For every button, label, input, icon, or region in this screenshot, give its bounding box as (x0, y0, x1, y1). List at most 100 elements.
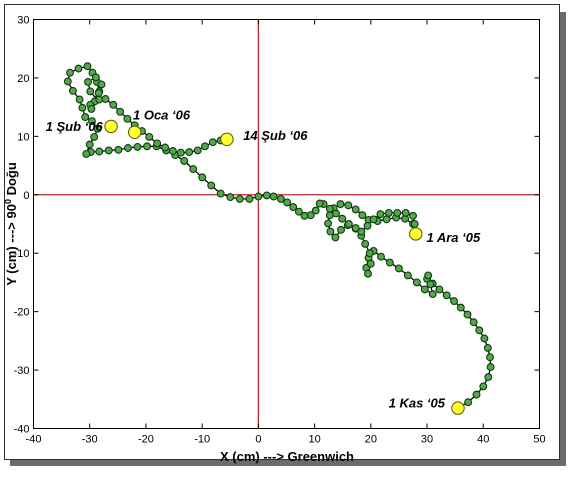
data-point (426, 280, 435, 289)
data-point (168, 147, 177, 155)
x-tick-label: -40 (26, 434, 42, 446)
x-tick-label: 10 (308, 434, 320, 446)
data-point (472, 390, 481, 399)
y-tick-label: -40 (14, 424, 30, 436)
data-point (357, 227, 366, 236)
data-point (185, 148, 194, 157)
data-point (325, 204, 334, 213)
data-point (300, 211, 309, 220)
data-point (331, 233, 340, 242)
data-point (180, 156, 189, 165)
data-point (393, 208, 402, 217)
data-point (75, 95, 84, 104)
highlight-point (104, 119, 118, 134)
data-point (394, 264, 403, 273)
data-point (276, 194, 285, 203)
data-point (344, 220, 353, 228)
date-label: 1 Ara ‘05 (427, 230, 481, 245)
data-point (486, 363, 495, 372)
date-label: 1 Oca ‘06 (133, 107, 191, 122)
data-point (377, 252, 385, 261)
data-point (262, 191, 271, 200)
data-point (424, 271, 433, 280)
data-point (193, 146, 202, 155)
data-point (361, 239, 370, 248)
data-point (363, 221, 372, 230)
date-label: 1 Kas ‘05 (389, 396, 446, 411)
x-tick-label: -10 (194, 434, 210, 446)
data-point (66, 68, 74, 77)
data-point (289, 203, 298, 212)
data-point (143, 142, 152, 151)
y-tick-label: -10 (14, 248, 30, 260)
data-point (479, 382, 488, 391)
axis-ticks: -40 -30 -20 -10 0 10 20 30 40 50 30 20 10 0 -10 -20 -30 -… (14, 15, 546, 446)
x-tick-label: 20 (365, 434, 377, 446)
data-point (101, 95, 110, 103)
data-point (161, 143, 170, 152)
data-point (332, 209, 340, 218)
highlight-markers (104, 119, 465, 415)
data-point (85, 140, 94, 149)
data-point (198, 173, 207, 182)
data-point (410, 220, 419, 228)
data-point (153, 139, 162, 148)
data-point (91, 73, 100, 82)
data-point (351, 224, 360, 233)
data-point (401, 208, 410, 217)
y-axis-title-end: Doğu (4, 162, 19, 199)
data-point (483, 343, 492, 352)
x-tick-label: 0 (255, 434, 261, 446)
y-axis-title-sup: 0 (3, 199, 13, 204)
date-label: 1 Şub ‘06 (46, 119, 104, 134)
data-point (133, 142, 142, 151)
data-point (428, 290, 437, 299)
data-point (337, 225, 345, 234)
y-tick-label: 0 (23, 190, 29, 202)
data-point (442, 291, 451, 300)
data-point (94, 89, 103, 98)
data-markers (63, 62, 495, 413)
data-point (283, 198, 292, 207)
x-tick-label: 50 (533, 434, 545, 446)
data-point (254, 192, 263, 201)
data-point (245, 194, 254, 203)
data-point (464, 398, 473, 407)
data-point (90, 132, 99, 141)
data-point (207, 181, 216, 190)
data-point (336, 200, 345, 209)
data-point (311, 206, 320, 215)
data-point (435, 285, 444, 294)
data-point (369, 215, 378, 224)
data-point (145, 132, 154, 141)
data-point (216, 189, 225, 198)
data-point (358, 211, 367, 220)
data-point (344, 201, 353, 210)
data-point (484, 373, 493, 382)
data-point (269, 192, 278, 201)
x-tick-label: -20 (138, 434, 154, 446)
highlight-point (220, 132, 234, 147)
y-tick-label: 30 (17, 15, 29, 27)
data-point (315, 199, 324, 208)
data-point (382, 215, 391, 224)
y-tick-label: -30 (14, 365, 30, 377)
data-point (324, 219, 333, 228)
y-tick-label: 20 (17, 73, 29, 85)
data-point (235, 194, 244, 203)
highlight-point (128, 125, 142, 140)
y-axis-title: Y (cm) ---> 900 Doğu (3, 162, 19, 286)
data-point (93, 124, 102, 133)
data-point (82, 149, 91, 158)
data-point (104, 146, 113, 155)
data-point (97, 80, 106, 89)
data-point (189, 165, 198, 174)
data-point (456, 303, 465, 312)
x-tick-label: -30 (82, 434, 98, 446)
data-point (384, 208, 393, 217)
data-point (450, 297, 458, 306)
data-point (480, 334, 489, 343)
highlight-point (451, 401, 465, 415)
data-point (124, 144, 132, 152)
